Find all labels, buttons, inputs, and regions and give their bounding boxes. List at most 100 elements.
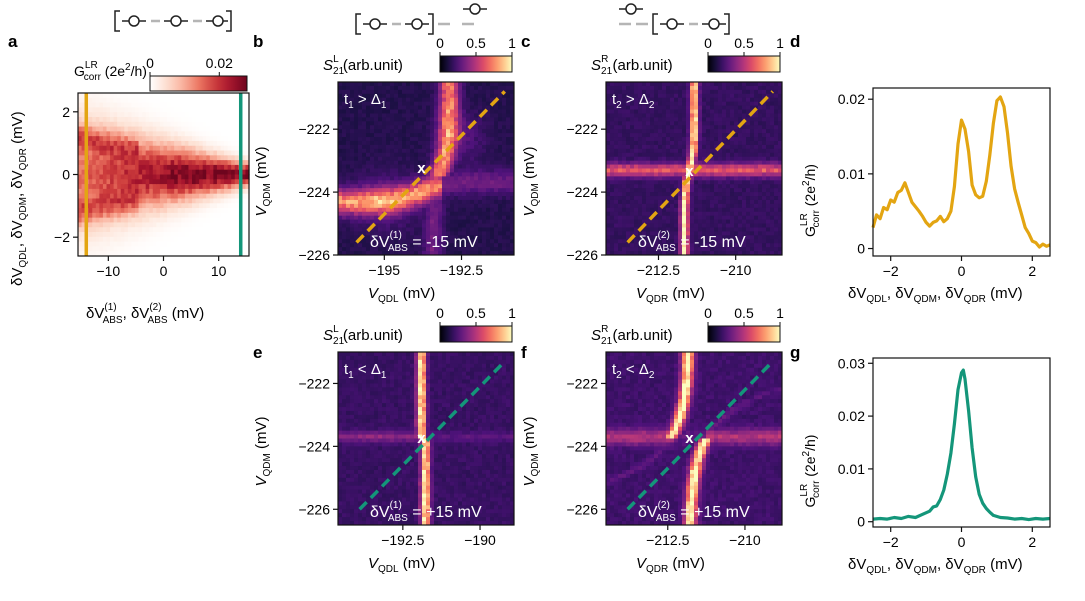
heatmap-cell bbox=[177, 217, 182, 224]
heatmap-cell bbox=[81, 97, 86, 104]
heatmap-cell bbox=[414, 211, 419, 217]
heatmap-cell bbox=[195, 174, 200, 180]
heatmap-cell bbox=[466, 243, 471, 248]
heatmap-cell bbox=[610, 105, 615, 111]
heatmap-cell bbox=[470, 215, 475, 221]
heatmap-cell bbox=[95, 93, 100, 99]
heatmap-cell bbox=[370, 101, 375, 107]
heatmap-cell bbox=[462, 192, 467, 197]
heatmap-cell bbox=[686, 243, 691, 248]
heatmap-cell bbox=[698, 109, 703, 115]
heatmap-cell bbox=[402, 247, 407, 252]
heatmap-cell bbox=[398, 164, 403, 170]
heatmap-cell bbox=[646, 93, 651, 99]
heatmap-cell bbox=[482, 207, 487, 213]
heatmap-cell bbox=[626, 219, 631, 225]
heatmap-cell bbox=[482, 172, 487, 177]
heatmap-cell bbox=[434, 223, 439, 229]
heatmap-cell bbox=[152, 203, 157, 209]
heatmap-cell bbox=[494, 176, 499, 181]
heatmap-cell bbox=[127, 160, 133, 166]
heatmap-cell bbox=[78, 246, 83, 252]
heatmap-cell bbox=[342, 243, 347, 248]
heatmap-cell bbox=[402, 223, 407, 229]
heatmap-cell bbox=[402, 152, 407, 158]
heatmap-cell bbox=[490, 219, 495, 225]
heatmap-cell bbox=[726, 144, 731, 150]
heatmap-cell bbox=[124, 131, 129, 137]
heatmap-cell bbox=[506, 85, 511, 91]
heatmap-cell bbox=[120, 97, 125, 104]
heatmap-cell bbox=[188, 140, 193, 147]
heatmap-cell bbox=[430, 207, 435, 213]
heatmap-cell bbox=[642, 129, 647, 134]
heatmap-cell bbox=[402, 211, 407, 217]
heatmap-cell bbox=[650, 172, 655, 177]
heatmap-cell bbox=[442, 140, 447, 146]
heatmap-cell bbox=[145, 236, 150, 243]
heatmap-cell bbox=[722, 215, 727, 221]
heatmap-cell bbox=[142, 222, 147, 228]
heatmap-cell bbox=[710, 164, 715, 170]
heatmap-cell bbox=[466, 113, 471, 118]
heatmap-cell bbox=[454, 164, 459, 170]
heatmap-cell bbox=[694, 125, 699, 130]
heatmap-cell bbox=[152, 116, 157, 123]
heatmap-cell bbox=[370, 219, 375, 225]
heatmap-cell bbox=[442, 133, 447, 138]
heatmap-cell bbox=[682, 227, 687, 233]
heatmap-cell bbox=[666, 180, 671, 185]
heatmap-cell bbox=[181, 121, 186, 128]
heatmap-cell bbox=[426, 144, 431, 150]
heatmap-cell bbox=[206, 97, 211, 104]
heatmap-cell bbox=[224, 174, 229, 180]
heatmap-cell bbox=[702, 140, 707, 146]
heatmap-cell bbox=[184, 140, 190, 147]
heatmap-cell bbox=[626, 196, 631, 201]
heatmap-cell bbox=[209, 198, 214, 204]
heatmap-cell bbox=[686, 113, 691, 118]
heatmap-cell bbox=[454, 156, 459, 162]
heatmap-cell bbox=[434, 133, 439, 138]
heatmap-cell bbox=[231, 184, 236, 190]
heatmap-cell bbox=[458, 156, 463, 162]
heatmap-cell bbox=[163, 193, 168, 200]
heatmap-cell bbox=[167, 188, 172, 195]
heatmap-cell bbox=[209, 184, 214, 190]
heatmap-cell bbox=[442, 235, 447, 240]
heatmap-cell bbox=[610, 160, 615, 166]
heatmap-cell bbox=[156, 102, 161, 108]
heatmap-cell bbox=[490, 199, 495, 205]
heatmap-cell bbox=[382, 156, 387, 162]
heatmap-cell bbox=[406, 140, 411, 146]
heatmap-cell bbox=[366, 207, 371, 213]
heatmap-cell bbox=[670, 176, 675, 181]
heatmap-cell bbox=[418, 172, 423, 177]
heatmap-cell bbox=[446, 199, 451, 205]
heatmap-cell bbox=[192, 217, 197, 224]
heatmap-cell bbox=[450, 121, 455, 126]
heatmap-cell bbox=[630, 211, 635, 217]
heatmap-cell bbox=[662, 93, 667, 99]
heatmap-cell bbox=[446, 247, 451, 252]
heatmap-cell bbox=[666, 235, 671, 240]
heatmap-cell bbox=[120, 246, 125, 252]
heatmap-cell bbox=[622, 231, 627, 236]
heatmap-cell bbox=[698, 235, 703, 240]
heatmap-cell bbox=[88, 107, 93, 113]
heatmap-cell bbox=[486, 207, 491, 213]
heatmap-cell bbox=[666, 192, 671, 197]
heatmap-cell bbox=[606, 144, 611, 150]
heatmap-cell bbox=[382, 184, 387, 189]
heatmap-cell bbox=[662, 101, 667, 107]
heatmap-cell bbox=[430, 203, 435, 209]
heatmap-cell bbox=[181, 184, 186, 190]
heatmap-cell bbox=[494, 133, 499, 138]
heatmap-cell bbox=[106, 97, 111, 104]
heatmap-cell bbox=[188, 188, 193, 195]
heatmap-cell bbox=[606, 93, 611, 99]
heatmap-cell bbox=[338, 152, 343, 158]
heatmap-cell bbox=[358, 89, 363, 95]
heatmap-cell bbox=[234, 208, 239, 214]
heatmap-cell bbox=[634, 93, 639, 99]
